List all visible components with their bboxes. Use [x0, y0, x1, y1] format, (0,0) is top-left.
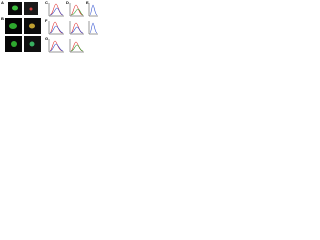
page: A B C D E F G (() => { const data = JSON…	[0, 0, 99, 53]
plot-axes	[48, 21, 64, 35]
panel-label: C	[45, 0, 48, 5]
curve	[49, 7, 64, 16]
panel-label: A	[1, 0, 4, 5]
cell	[29, 7, 33, 11]
cell	[29, 41, 35, 47]
curve	[49, 43, 64, 52]
curve	[49, 40, 64, 52]
plot-axes	[69, 39, 84, 53]
curve	[70, 22, 84, 34]
plot-axes	[48, 3, 64, 17]
curve	[89, 4, 98, 16]
cell	[11, 41, 17, 47]
plot-axes	[69, 21, 84, 35]
curve	[70, 26, 84, 34]
curve	[70, 4, 84, 16]
curve	[70, 44, 84, 52]
curve	[89, 22, 98, 34]
plot-axes	[88, 3, 98, 17]
cell	[12, 5, 18, 11]
curve	[70, 41, 84, 52]
curve	[70, 8, 84, 16]
plot-axes	[88, 21, 98, 35]
panel-label: F	[45, 18, 48, 23]
curve	[49, 21, 64, 34]
plot-axes	[69, 3, 84, 17]
figure: A B C D E F G	[1, 0, 98, 53]
cell	[29, 23, 35, 29]
panel-label: D	[66, 0, 69, 5]
panel-label: B	[1, 16, 4, 21]
plot-axes	[48, 39, 64, 53]
cell	[9, 23, 17, 29]
panel-label: E	[86, 0, 89, 5]
curve	[49, 25, 64, 34]
panel-label: G	[45, 36, 48, 41]
